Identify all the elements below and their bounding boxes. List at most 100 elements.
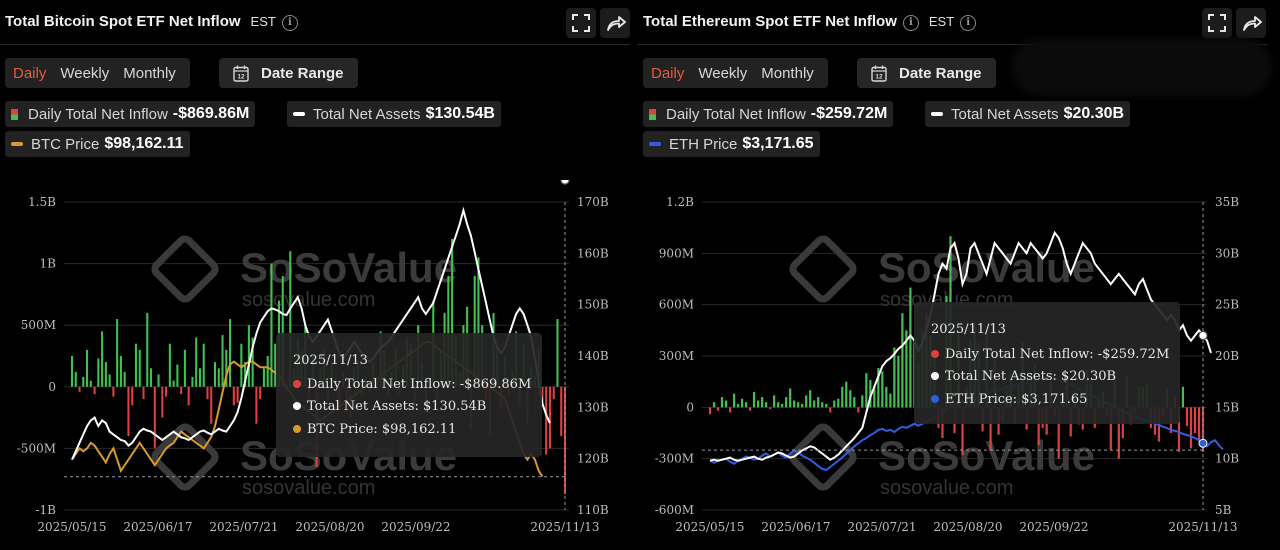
inflow-bar [720, 397, 724, 408]
legend-assets-value: $130.54B [425, 105, 495, 122]
legend-assets[interactable]: Total Net Assets $20.30B [925, 101, 1131, 127]
panel-title: Total Bitcoin Spot ETF Net Inflow EST i [5, 13, 298, 31]
inflow-bar [112, 386, 115, 397]
inflow-bar [801, 403, 804, 408]
inflow-bar [869, 379, 872, 408]
tab-daily[interactable]: Daily [13, 64, 47, 82]
inflow-bar [1109, 407, 1112, 451]
y-tick-label-left: 600M [659, 298, 694, 312]
inflow-bar [116, 319, 119, 387]
inflow-bar [74, 372, 77, 387]
inflow-bar [728, 407, 732, 413]
watermark-logo-icon [789, 235, 857, 303]
inflow-bar [70, 356, 74, 387]
fullscreen-button[interactable] [566, 8, 596, 38]
inflow-bar [244, 362, 247, 387]
inflow-bar [829, 407, 832, 413]
fullscreen-icon [1208, 14, 1226, 32]
inflow-bar [805, 395, 808, 408]
watermark-url: sosovalue.com [880, 477, 1013, 499]
inflow-bar [97, 358, 100, 387]
legend-price-value: $3,171.65 [742, 135, 814, 152]
share-button[interactable] [1236, 8, 1266, 38]
legend-price-value: $98,162.11 [104, 135, 184, 152]
legend-inflow[interactable]: Daily Total Net Inflow -$259.72M [643, 101, 894, 127]
legend-price-label: BTC Price [31, 135, 100, 153]
inflow-bar [556, 319, 559, 387]
inflow-bar [119, 356, 122, 387]
watermark-brand: SoSoValue [878, 244, 1095, 291]
y-tick-label-left: 1.2B [666, 195, 694, 209]
date-range-button[interactable]: 12 Date Range [857, 58, 996, 88]
inflow-bar [989, 407, 992, 451]
x-tick-label: 2025/07/21 [209, 520, 278, 534]
inflow-bar [232, 386, 235, 406]
inflow-bar [191, 376, 194, 387]
bar-swatch-icon [649, 108, 656, 120]
tab-daily[interactable]: Daily [651, 64, 685, 82]
date-range-button[interactable]: 12 Date Range [219, 58, 358, 88]
y-tick-label-left: -300M [655, 452, 694, 466]
legend-price[interactable]: ETH Price $3,171.65 [643, 131, 820, 157]
info-icon[interactable]: i [960, 15, 977, 31]
inflow-bar [736, 403, 740, 408]
inflow-bar [744, 402, 748, 408]
inflow-bar [849, 390, 852, 408]
inflow-bar [210, 386, 213, 424]
inflow-bar [82, 376, 85, 387]
y-tick-label-left: 1B [40, 257, 57, 271]
tab-monthly[interactable]: Monthly [761, 64, 814, 82]
inflow-bar [901, 313, 904, 408]
x-tick-label: 2025/09/22 [381, 520, 450, 534]
inflow-bar [447, 275, 450, 387]
panel-title: Total Ethereum Spot ETF Net Inflow i EST i [643, 13, 977, 31]
y-tick-label-left: 0 [686, 400, 694, 414]
inflow-bar [785, 397, 788, 408]
x-tick-label: 2025/11/13 [1168, 520, 1237, 534]
chart-tooltip: 2025/11/13 Daily Total Net Inflow: -$259… [914, 302, 1180, 424]
watermark-brand: SoSoValue [878, 432, 1095, 479]
inflow-bar [1201, 407, 1205, 452]
x-tick-label: 2025/06/17 [761, 520, 830, 534]
inflow-bar [716, 407, 720, 411]
legend-price[interactable]: BTC Price $98,162.11 [5, 131, 190, 157]
inflow-bar [889, 393, 892, 408]
watermark-brand: SoSoValue [240, 244, 457, 291]
legend-assets[interactable]: Total Net Assets $130.54B [287, 101, 501, 127]
inflow-bar [142, 386, 145, 400]
inflow-bar [789, 388, 792, 408]
inflow-bar [560, 386, 563, 437]
info-icon[interactable]: i [902, 15, 919, 31]
chart-tooltip: 2025/11/13 Daily Total Net Inflow: -$869… [276, 333, 542, 457]
y-tick-label-right: 30B [1215, 246, 1239, 260]
inflow-bar [909, 287, 912, 408]
net-assets-line [709, 230, 1212, 462]
inflow-bar [881, 371, 884, 408]
period-tabs: Daily Weekly Monthly [643, 58, 828, 88]
inflow-bar [165, 386, 168, 397]
info-icon[interactable]: i [281, 15, 298, 31]
tooltip-price: BTC Price: $98,162.11 [293, 422, 456, 437]
y-tick-label-right: 10B [1215, 452, 1239, 466]
inflow-bar [104, 362, 107, 387]
share-icon [607, 16, 626, 31]
tab-weekly[interactable]: Weekly [698, 64, 748, 82]
inflow-bar [183, 349, 186, 387]
inflow-bar [809, 390, 812, 408]
legend-inflow[interactable]: Daily Total Net Inflow -$869.86M [5, 101, 256, 127]
fullscreen-button[interactable] [1202, 8, 1232, 38]
tab-weekly[interactable]: Weekly [60, 64, 110, 82]
y-tick-label-right: 35B [1215, 195, 1239, 209]
inflow-bar [149, 368, 153, 387]
inflow-bar [545, 386, 548, 455]
panel-title-text: Total Bitcoin Spot ETF Net Inflow [5, 13, 241, 30]
tab-monthly[interactable]: Monthly [123, 64, 176, 82]
inflow-bar [262, 368, 265, 387]
legend-inflow-value: -$259.72M [810, 105, 888, 122]
share-button[interactable] [600, 8, 630, 38]
date-range-label: Date Range [899, 64, 982, 82]
inflow-bar [813, 400, 816, 408]
inflow-bar [748, 407, 752, 411]
svg-text:12: 12 [875, 73, 883, 80]
inflow-bar [266, 356, 269, 387]
